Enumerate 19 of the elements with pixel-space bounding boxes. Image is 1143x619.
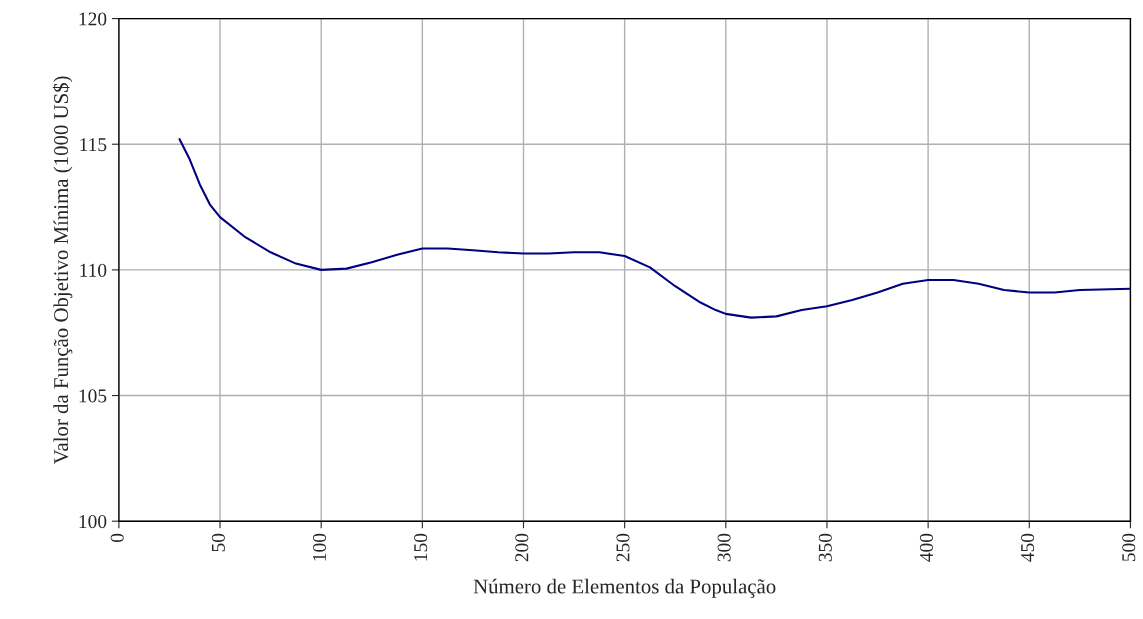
y-tick-label: 100	[79, 515, 107, 529]
x-tick-label: 450	[1021, 533, 1035, 562]
x-tick-label: 100	[312, 533, 327, 561]
x-tick-label: 200	[515, 533, 529, 562]
y-tick-label: 120	[79, 12, 107, 26]
x-axis-title: Número de Elementos da População	[473, 578, 776, 598]
x-tick-label: 350	[818, 533, 832, 562]
y-tick-label: 110	[80, 263, 107, 277]
x-tick-label: 500	[1122, 533, 1136, 562]
x-tick-label: 50	[211, 533, 225, 552]
x-tick-label: 150	[414, 533, 428, 561]
line-series	[178, 138, 1131, 319]
y-tick-label: 105	[79, 389, 107, 403]
y-tick-label: 115	[80, 138, 107, 152]
x-tick-label: 300	[717, 533, 731, 562]
x-tick-label: 400	[919, 533, 933, 562]
x-tick-label: 0	[110, 533, 124, 542]
y-axis-title: Valor da Função Objetivo Mínima (1000 US$)	[52, 76, 73, 465]
x-tick-label: 250	[616, 533, 630, 562]
